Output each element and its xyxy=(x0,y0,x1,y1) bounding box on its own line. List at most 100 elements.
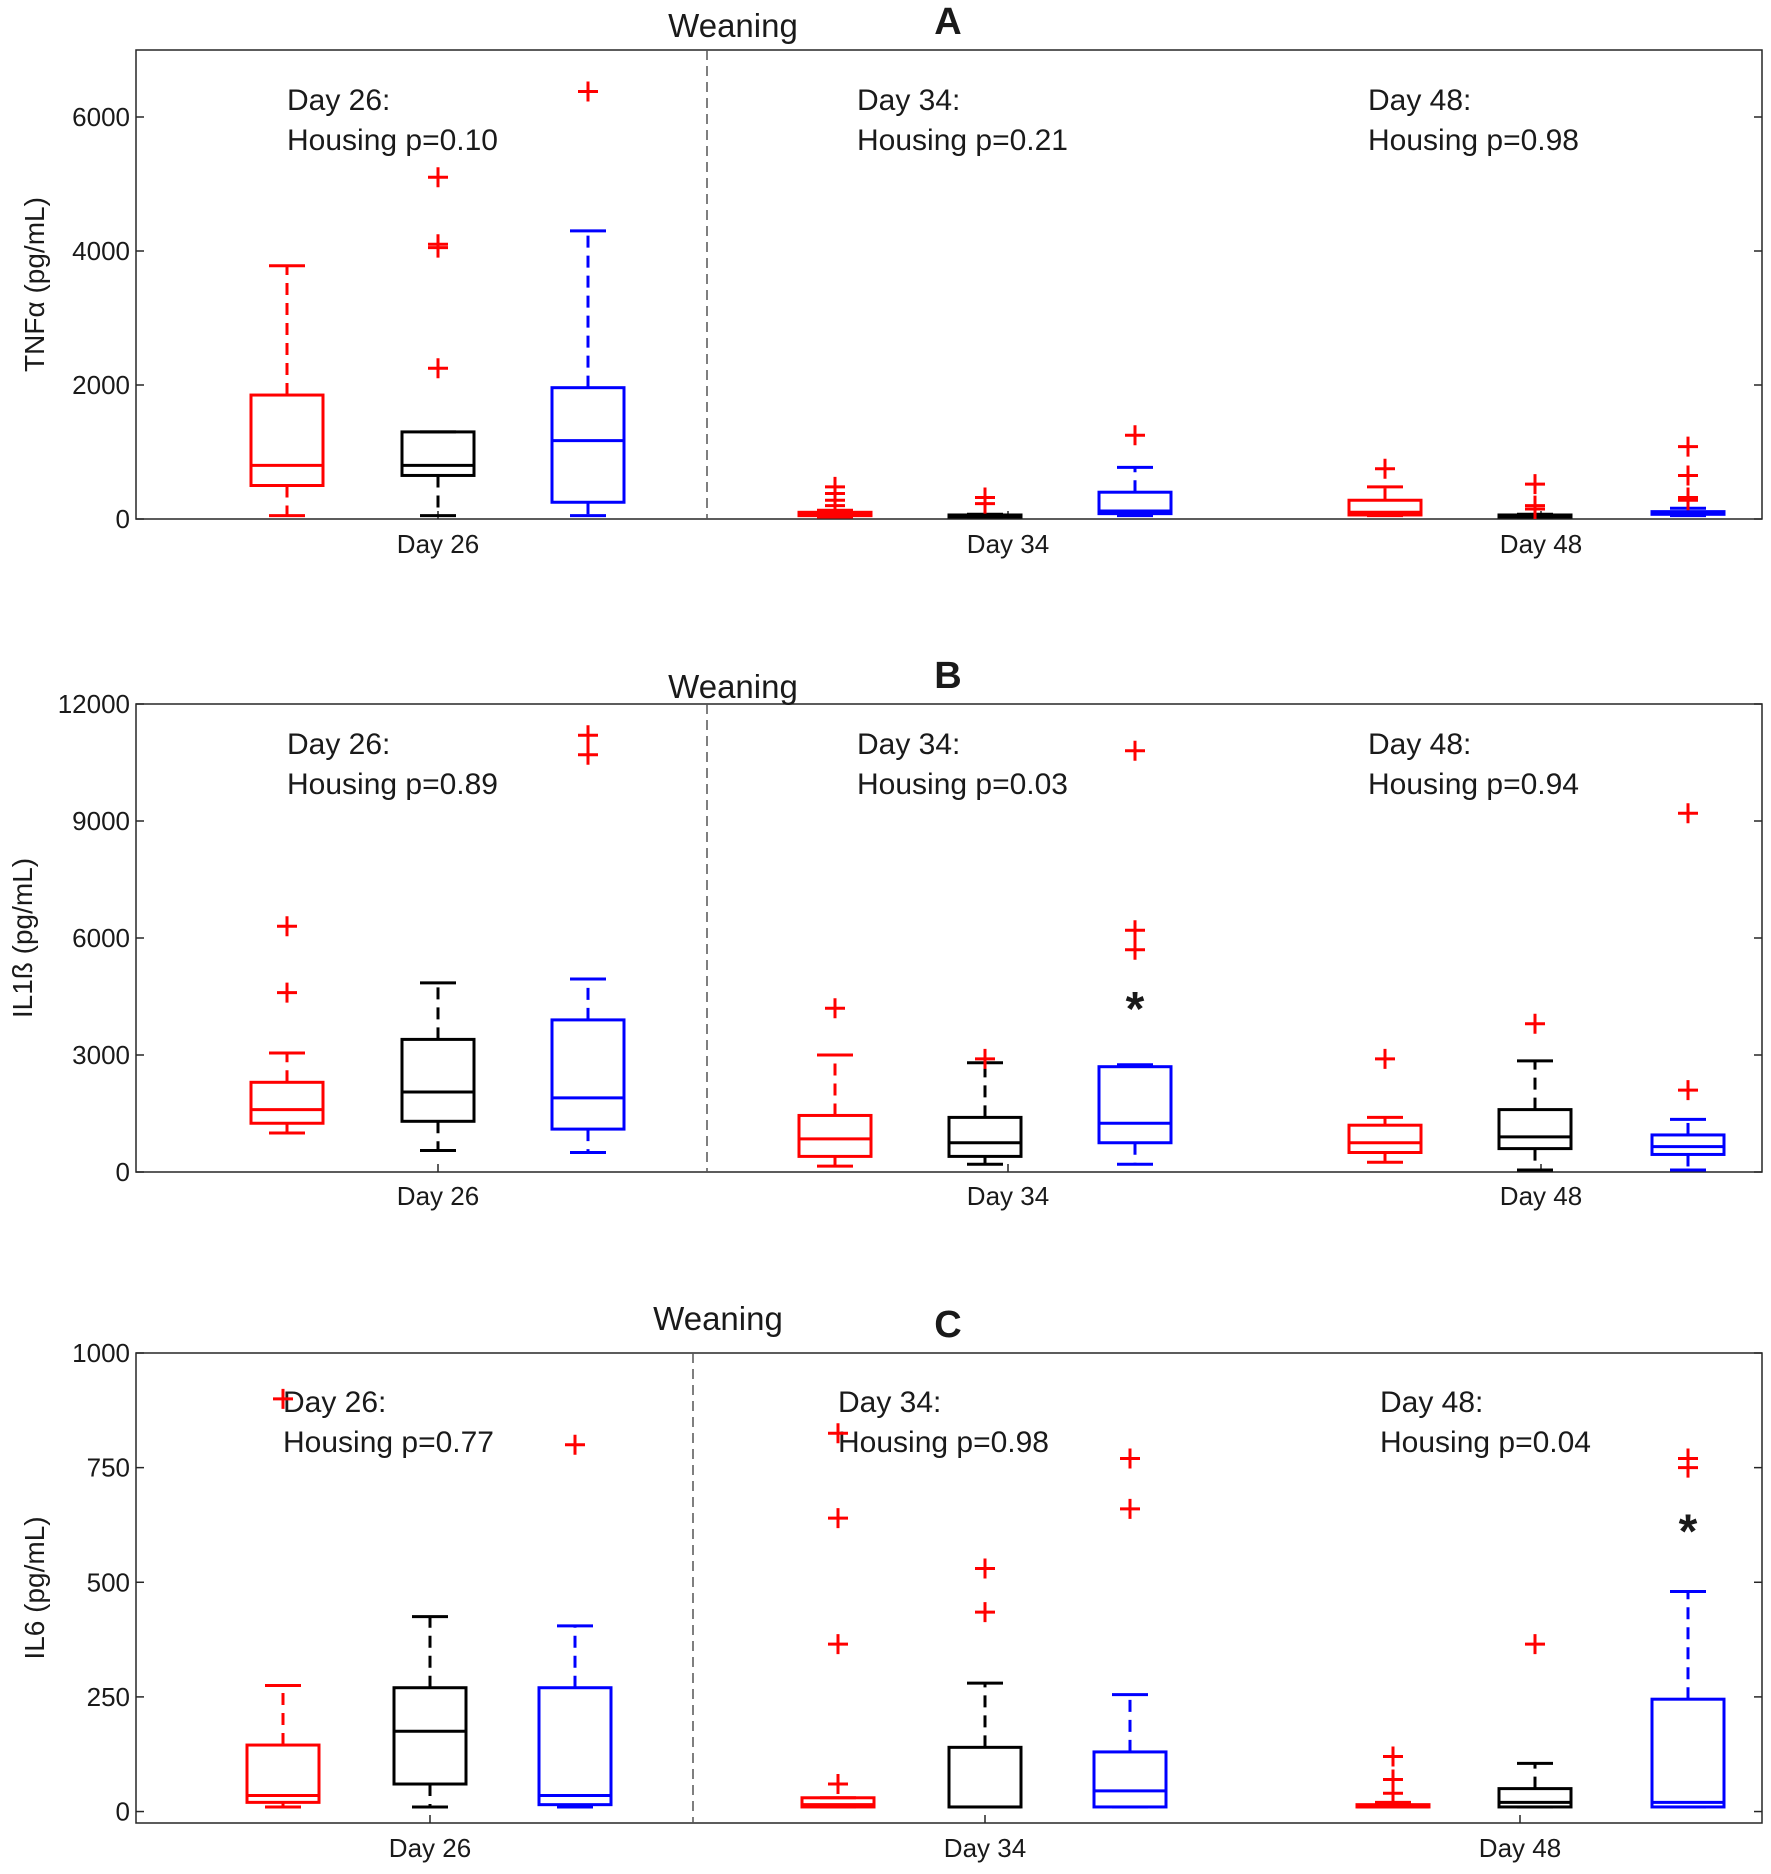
group-note-pvalue: Housing p=0.03 xyxy=(857,768,1068,801)
outlier-marker xyxy=(277,916,297,937)
outlier-marker xyxy=(975,1558,995,1579)
outlier-marker xyxy=(975,1048,995,1069)
group-note-pvalue: Housing p=0.89 xyxy=(287,768,498,801)
outlier-marker xyxy=(578,725,598,746)
group-note-pvalue: Housing p=0.21 xyxy=(857,124,1068,157)
iqr-box xyxy=(392,1686,468,1786)
iqr-box xyxy=(1497,1108,1573,1151)
outlier-marker xyxy=(1383,1746,1403,1767)
outlier-marker xyxy=(1375,458,1395,479)
outlier-marker xyxy=(1120,1498,1140,1519)
iqr-box xyxy=(400,1037,476,1123)
iqr-box xyxy=(1347,1123,1423,1154)
outlier-marker xyxy=(1125,425,1145,446)
outlier-marker xyxy=(1678,1080,1698,1101)
y-tick-label: 250 xyxy=(87,1682,130,1712)
iqr-box xyxy=(947,1115,1023,1158)
group-note-title: Day 34: xyxy=(838,1386,941,1419)
box-red xyxy=(797,476,873,519)
outlier-marker xyxy=(828,1423,848,1444)
group-note-pvalue: Housing p=0.94 xyxy=(1368,768,1579,801)
x-tick-label: Day 48 xyxy=(1479,1833,1561,1863)
box-blue xyxy=(1097,425,1173,518)
outlier-marker xyxy=(578,744,598,765)
group-note-title: Day 48: xyxy=(1368,84,1471,117)
box-blue xyxy=(550,725,626,1154)
group-note-pvalue: Housing p=0.10 xyxy=(287,124,498,157)
group-note-title: Day 48: xyxy=(1380,1386,1483,1419)
iqr-box xyxy=(1097,1065,1173,1145)
outlier-marker xyxy=(825,476,845,497)
outlier-marker xyxy=(1120,1448,1140,1469)
iqr-box xyxy=(1092,1750,1168,1809)
outlier-marker xyxy=(1678,487,1698,508)
outlier-marker xyxy=(828,1774,848,1795)
x-tick-label: Day 48 xyxy=(1500,529,1582,559)
y-tick-label: 6000 xyxy=(72,102,130,132)
x-tick-label: Day 26 xyxy=(397,1181,479,1211)
outlier-marker xyxy=(1525,495,1545,516)
outlier-marker xyxy=(1678,465,1698,486)
box-black xyxy=(947,1048,1023,1166)
outlier-marker xyxy=(277,982,297,1003)
group-note-title: Day 48: xyxy=(1368,728,1471,761)
box-black xyxy=(947,1558,1023,1809)
iqr-box xyxy=(947,1745,1023,1809)
outlier-marker xyxy=(273,1388,293,1409)
outlier-marker xyxy=(1375,1048,1395,1069)
weaning-label: Weaning xyxy=(668,7,798,44)
box-red xyxy=(797,998,873,1168)
box-blue xyxy=(1650,436,1726,518)
box-red xyxy=(800,1423,876,1809)
box-red xyxy=(249,264,325,518)
box-black xyxy=(1497,1634,1573,1809)
panel-letter: B xyxy=(934,655,961,697)
group-note-pvalue: Housing p=0.04 xyxy=(1380,1426,1591,1459)
iqr-box xyxy=(400,430,476,477)
box-blue xyxy=(537,1434,613,1809)
iqr-box xyxy=(1497,1787,1573,1809)
iqr-box xyxy=(537,1686,613,1807)
outlier-marker xyxy=(428,167,448,188)
box-blue xyxy=(1092,1448,1168,1809)
panel-c: 0 250 500 750 1000 IL6 (pg/mL) Weaning C Day 26 D… xyxy=(19,1300,1763,1863)
outlier-marker xyxy=(565,1434,585,1455)
box-black xyxy=(400,167,476,518)
outlier-marker xyxy=(975,487,995,508)
box-blue xyxy=(1650,803,1726,1172)
outlier-marker xyxy=(428,234,448,255)
outlier-marker xyxy=(578,81,598,102)
y-tick-label: 0 xyxy=(116,504,130,534)
weaning-label: Weaning xyxy=(668,668,798,705)
y-tick-label: 6000 xyxy=(72,923,130,953)
iqr-box xyxy=(1650,1133,1726,1156)
outlier-marker xyxy=(1678,436,1698,457)
x-tick-label: Day 34 xyxy=(967,1181,1049,1211)
outlier-marker xyxy=(1525,474,1545,495)
significance-star: * xyxy=(1126,983,1145,1036)
plot-frame xyxy=(135,1352,1763,1824)
y-tick-label: 12000 xyxy=(58,689,130,719)
box-blue xyxy=(550,81,626,518)
outlier-marker xyxy=(1125,920,1145,941)
y-axis-label: IL1ß (pg/mL) xyxy=(7,858,38,1018)
group-note-pvalue: Housing p=0.98 xyxy=(1368,124,1579,157)
iqr-box xyxy=(245,1743,321,1804)
x-tick-label: Day 34 xyxy=(967,529,1049,559)
iqr-box xyxy=(800,1796,876,1809)
y-tick-label: 2000 xyxy=(72,370,130,400)
outlier-marker xyxy=(825,998,845,1019)
iqr-box xyxy=(550,386,626,504)
iqr-box xyxy=(249,1080,325,1125)
x-tick-label: Day 34 xyxy=(944,1833,1026,1863)
y-tick-label: 1000 xyxy=(72,1338,130,1368)
box-red xyxy=(1347,458,1423,518)
group-note-title: Day 26: xyxy=(283,1386,386,1419)
panel-a: 0 2000 4000 6000 TNFα (pg/mL) Weaning A Day 26 D… xyxy=(19,1,1763,559)
iqr-box xyxy=(1097,490,1173,516)
y-tick-label: 750 xyxy=(87,1453,130,1483)
box-blue: * xyxy=(1097,740,1173,1166)
y-tick-label: 3000 xyxy=(72,1040,130,1070)
outlier-marker xyxy=(1125,740,1145,761)
